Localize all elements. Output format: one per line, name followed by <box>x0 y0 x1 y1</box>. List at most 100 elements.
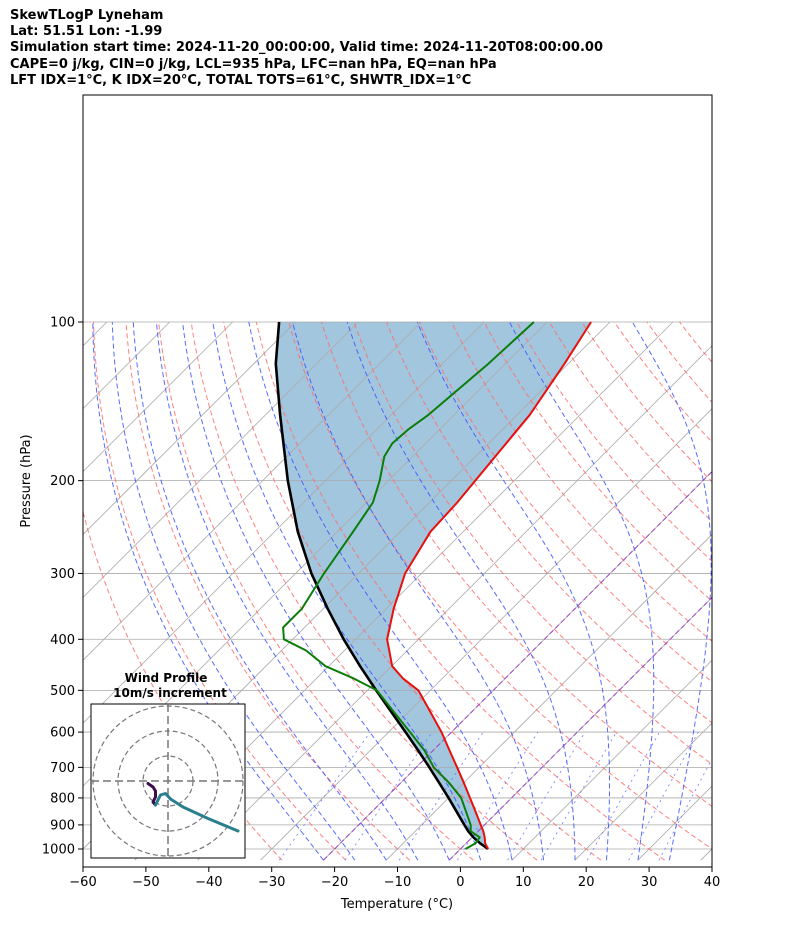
wind-barb <box>711 804 752 826</box>
barb-full-tick <box>747 844 748 858</box>
mixing-ratio-line <box>344 731 433 861</box>
barb-full-tick <box>747 405 748 419</box>
temperature-line <box>386 321 592 850</box>
barb-full-tick <box>747 436 748 450</box>
wind-barb <box>711 639 748 660</box>
y-tick-label: 300 <box>50 567 75 582</box>
dry-adiabat <box>516 321 712 562</box>
moist-adiabat <box>509 321 655 861</box>
wind-barb <box>711 462 748 483</box>
barb-full-tick <box>744 405 745 419</box>
barb-shaft <box>711 783 712 784</box>
dry-adiabat <box>158 321 474 861</box>
barb-shaft <box>711 639 712 640</box>
barb-full-tick <box>751 805 752 819</box>
barb-full-tick <box>751 832 752 846</box>
x-tick-label: −40 <box>195 875 222 890</box>
barb-full-tick <box>740 369 741 383</box>
dry-adiabat <box>83 509 283 861</box>
barb-shaft <box>711 818 712 820</box>
barb-full-tick <box>751 838 752 852</box>
barb-full-tick <box>751 856 752 870</box>
wind-barb <box>711 843 712 844</box>
dry-adiabat <box>353 321 712 765</box>
barb-shaft <box>711 831 712 832</box>
moist-adiabat <box>111 321 356 861</box>
barb-shaft <box>711 608 712 610</box>
dry-adiabat <box>255 321 665 861</box>
barb-full-tick <box>747 825 748 839</box>
barb-full-tick <box>751 719 752 733</box>
barb-shaft <box>711 849 712 850</box>
mixing-ratio-line <box>540 731 617 861</box>
location-line: Lat: 51.51 Lon: -1.99 <box>10 24 163 39</box>
dry-adiabat <box>190 321 538 861</box>
barb-full-tick <box>747 370 748 384</box>
wind-barb <box>711 666 712 667</box>
barb-shaft <box>711 767 712 769</box>
barb-full-tick <box>740 434 741 448</box>
y-tick-label: 200 <box>50 474 75 489</box>
barb-full-tick <box>744 435 745 449</box>
hodograph: Wind Profile 10m/s increment <box>90 671 246 859</box>
barb-pennant <box>744 579 752 592</box>
mixing-ratio-line <box>658 758 712 861</box>
x-tick-label: 20 <box>578 875 595 890</box>
wind-barb <box>711 399 748 419</box>
isotherm-line <box>83 321 485 724</box>
dry-adiabat <box>93 321 347 861</box>
barb-shaft <box>711 712 712 713</box>
barb-pennant <box>744 528 752 541</box>
wind-barb <box>711 549 752 568</box>
barb-full-tick <box>747 818 748 832</box>
dry-adiabat <box>711 322 712 323</box>
moist-adiabat <box>292 321 545 861</box>
barb-full-tick <box>751 844 752 858</box>
isotherm-line <box>637 785 712 861</box>
barb-full-tick <box>740 614 741 628</box>
wind-barb <box>711 849 752 870</box>
y-tick-label: 700 <box>50 761 75 776</box>
barb-full-tick <box>747 469 748 483</box>
barb-shaft <box>711 837 712 838</box>
moist-adiabat <box>346 321 576 861</box>
barb-full-tick <box>747 697 748 711</box>
barb-pennant <box>744 555 752 568</box>
barb-full-tick <box>747 646 748 660</box>
x-tick-label: −60 <box>69 875 96 890</box>
x-tick-label: −50 <box>132 875 159 890</box>
wind-barb <box>711 797 752 819</box>
barb-full-tick <box>751 774 752 788</box>
dry-adiabat <box>320 321 712 807</box>
dry-adiabat <box>288 321 712 850</box>
wind-barb <box>711 818 752 839</box>
wind-barb <box>711 767 752 788</box>
cape-line: CAPE=0 j/kg, CIN=0 j/kg, LCL=935 hPa, LF… <box>10 57 497 72</box>
barb-full-tick <box>747 615 748 629</box>
dry-adiabat <box>386 321 712 724</box>
barb-full-tick <box>747 804 748 818</box>
moist-adiabat <box>212 321 482 861</box>
barb-shaft <box>711 333 712 334</box>
barb-full-tick <box>744 645 745 659</box>
x-tick-label: −10 <box>384 875 411 890</box>
y-tick-label: 100 <box>50 316 75 331</box>
wind-barb <box>711 837 752 858</box>
barb-full-tick <box>747 789 748 803</box>
barb-full-tick <box>747 855 748 869</box>
barb-full-tick <box>744 614 745 628</box>
barb-full-tick <box>751 739 752 753</box>
wind-barb <box>711 690 748 711</box>
wind-barb <box>711 712 752 733</box>
barb-full-tick <box>751 825 752 839</box>
barb-full-tick <box>744 369 745 383</box>
barb-full-tick <box>751 812 752 826</box>
dry-adiabat <box>613 321 712 443</box>
barb-full-tick <box>747 811 748 825</box>
mixing-ratio-line <box>507 731 586 861</box>
barb-full-tick <box>747 831 748 845</box>
x-axis-label: Temperature (°C) <box>340 897 453 912</box>
barb-full-tick <box>747 738 748 752</box>
dry-adiabat <box>646 321 712 403</box>
dry-adiabat <box>679 321 712 363</box>
